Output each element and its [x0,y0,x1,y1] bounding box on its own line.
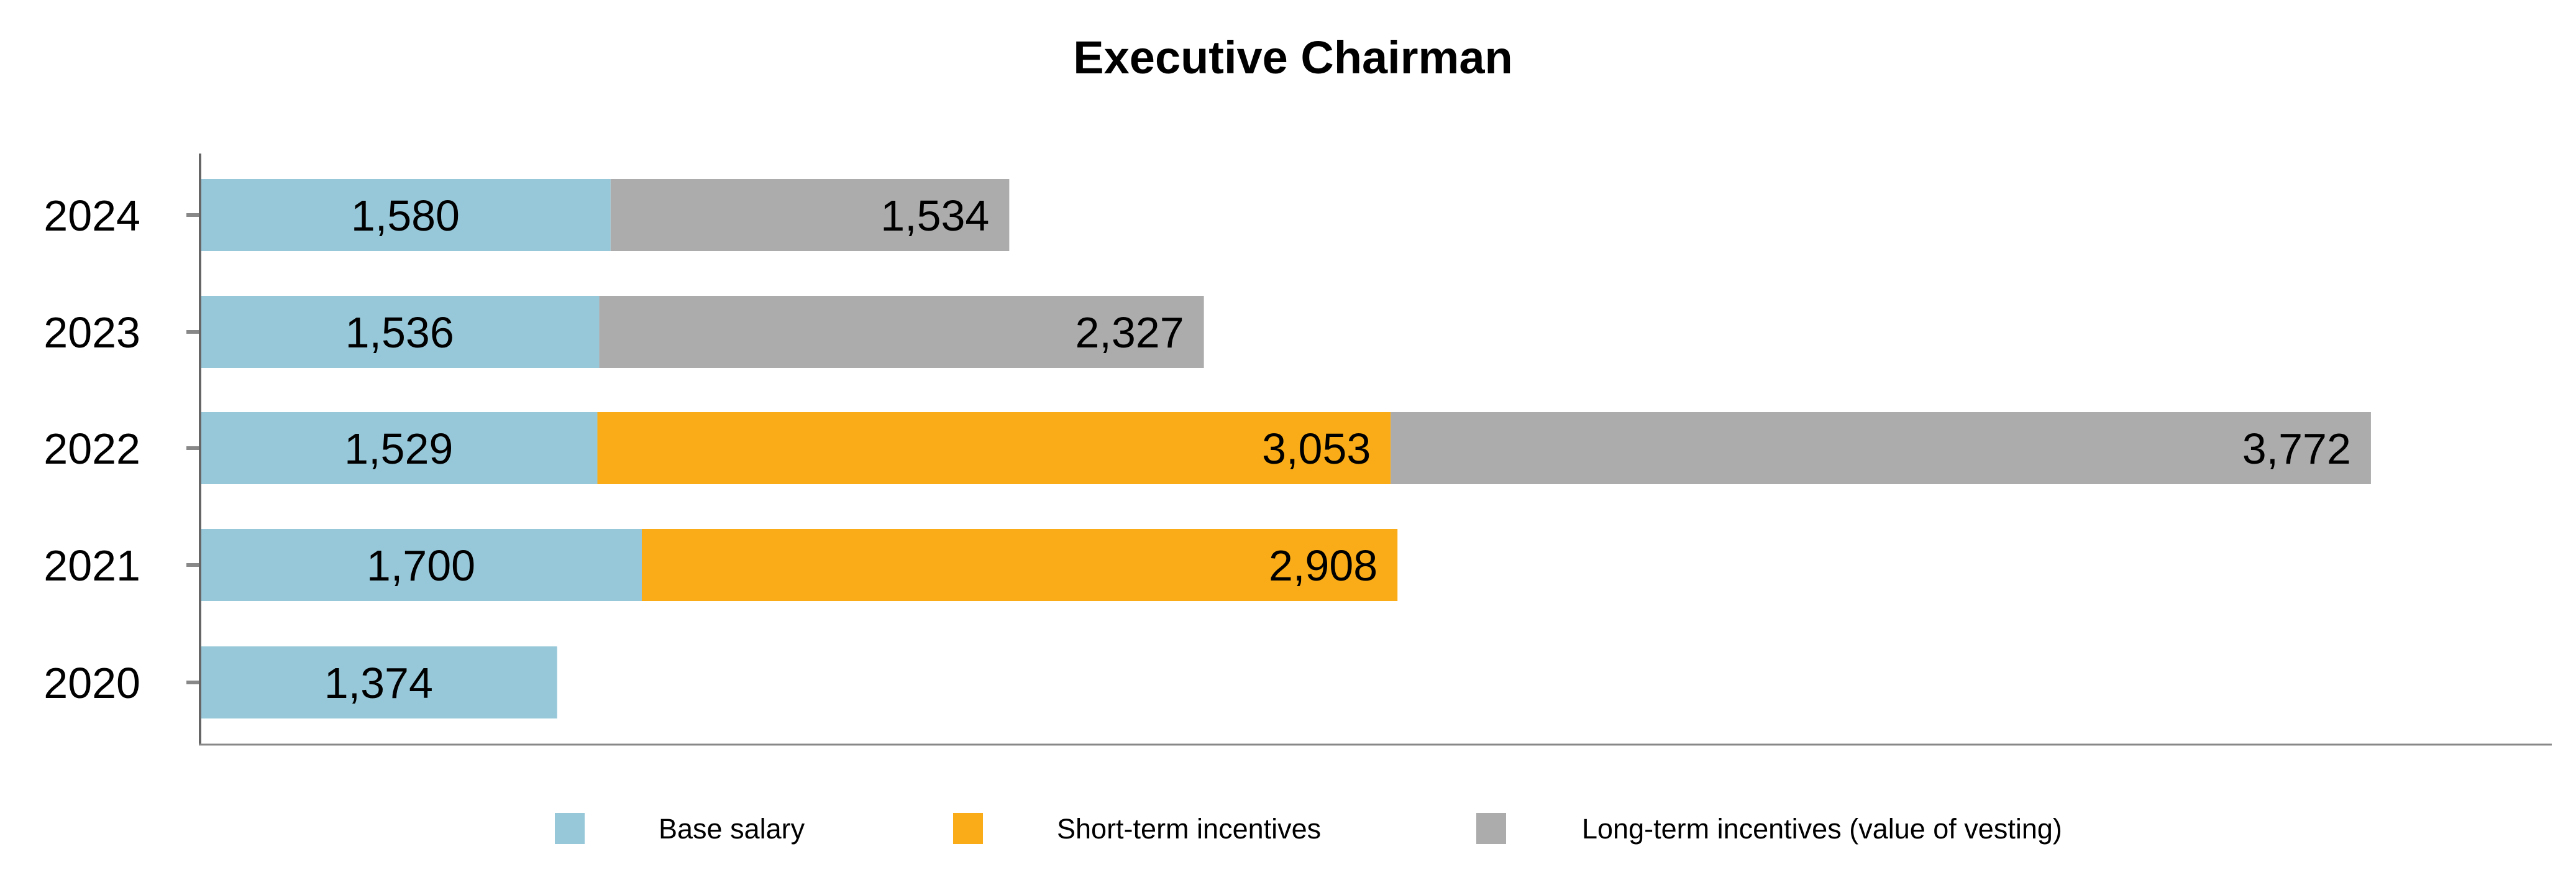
y-tick-label: 2023 [43,308,140,357]
data-label: 1,536 [345,308,454,357]
legend-swatch [555,813,585,844]
bar-segment [200,529,642,601]
y-tick-label: 2021 [43,541,140,590]
bar-segment [1391,412,2371,484]
y-tick-label: 2022 [43,425,140,473]
bar-segment [200,179,611,251]
legend-label: Base salary [659,813,805,845]
legend-swatch [953,813,983,844]
bar-segment [200,412,598,484]
data-label: 1,529 [344,425,453,473]
data-label: 1,374 [324,659,433,707]
data-label: 1,580 [351,191,460,240]
bar-segment [641,529,1398,601]
data-label: 2,908 [1269,541,1377,590]
legend-swatch [1476,813,1506,844]
y-tick-label: 2020 [43,659,140,707]
chart-title: Executive Chairman [1073,32,1512,83]
data-label: 1,700 [367,541,475,590]
data-label: 1,534 [880,191,989,240]
y-tick-label: 2024 [43,191,140,240]
legend-label: Short-term incentives [1057,813,1321,845]
data-label: 3,772 [2242,425,2351,473]
bar-segment [599,296,1204,368]
bar-segment [610,179,1010,251]
bar-segment [597,412,1391,484]
bar-segment [200,296,600,368]
legend-label: Long-term incentives (value of vesting) [1582,813,2062,845]
bar-segment [200,646,557,718]
data-label: 3,053 [1262,425,1371,473]
data-label: 2,327 [1075,308,1184,357]
